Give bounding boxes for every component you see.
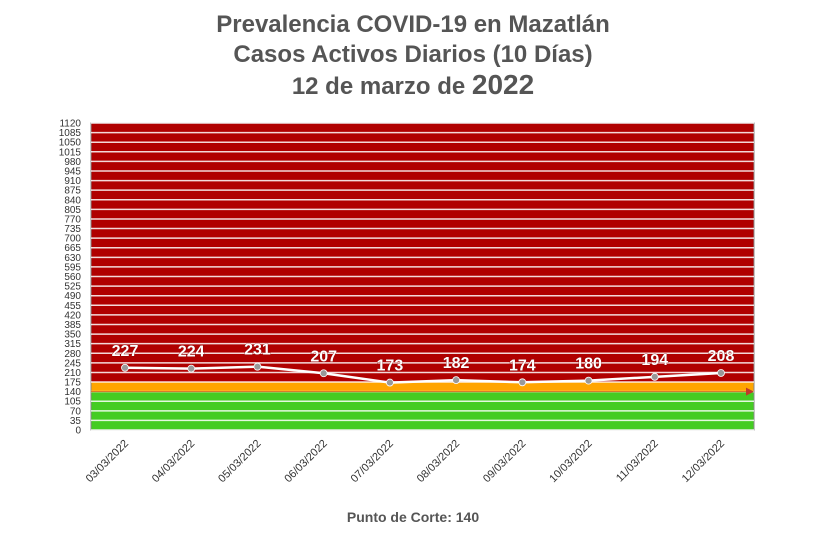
x-tick-label: 09/03/2022 [481, 438, 528, 485]
series-polyline [124, 365, 722, 384]
data-label: 224 [178, 344, 205, 361]
y-tick-label: 630 [64, 253, 81, 264]
chart-title: Prevalencia COVID-19 en Mazatlán Casos A… [0, 10, 826, 102]
y-tick-label: 490 [64, 291, 81, 302]
series-line [121, 362, 725, 387]
x-tick-label: 11/03/2022 [614, 438, 661, 485]
x-tick-label: 05/03/2022 [216, 438, 263, 485]
y-tick-label: 280 [64, 349, 81, 360]
cutoff-label: Punto de Corte: [346, 509, 452, 525]
y-tick-label: 420 [64, 310, 81, 321]
title-date: 12 de marzo de [291, 73, 466, 100]
cutoff-value: 140 [455, 509, 480, 525]
data-point [650, 372, 659, 381]
x-tick-label: 03/03/2022 [84, 438, 131, 485]
y-tick-label: 595 [64, 262, 81, 273]
title-line-2: Casos Activos Diarios (10 Días) [233, 41, 593, 68]
y-tick-label: 245 [64, 358, 81, 369]
data-point [319, 369, 328, 378]
data-label: 173 [377, 358, 404, 375]
y-tick-label: 700 [64, 234, 81, 245]
data-point [385, 378, 394, 387]
y-tick-label: 455 [64, 301, 81, 312]
x-tick-label: 04/03/2022 [150, 438, 197, 485]
y-tick-label: 805 [64, 205, 81, 216]
title-year: 2022 [471, 69, 535, 100]
y-tick-label: 35 [70, 416, 82, 427]
x-tick-label: 08/03/2022 [415, 438, 462, 485]
title-line-1: Prevalencia COVID-19 en Mazatlán [216, 11, 610, 38]
x-tick-label: 07/03/2022 [349, 438, 396, 485]
data-point [253, 362, 262, 371]
data-point [121, 363, 129, 372]
red-zone-band [91, 123, 754, 383]
title-line-3: 12 de marzo de 2022 [0, 70, 826, 102]
threshold-marker [91, 387, 754, 396]
y-tick-label: 840 [64, 195, 81, 206]
y-tick-label: 525 [64, 282, 81, 293]
data-point [518, 378, 527, 387]
x-tick-label: 12/03/2022 [680, 438, 727, 485]
data-point [584, 376, 593, 385]
data-label: 227 [112, 343, 139, 360]
y-tick-label: 385 [64, 320, 81, 331]
x-tick-label: 06/03/2022 [282, 438, 329, 485]
y-tick-label: 70 [70, 406, 82, 417]
y-tick-label: 770 [64, 214, 81, 225]
y-tick-label: 910 [64, 176, 81, 187]
y-tick-label: 665 [64, 243, 81, 254]
data-label: 180 [575, 356, 602, 373]
data-point [717, 369, 725, 377]
data-label: 194 [641, 352, 668, 369]
y-tick-label: 315 [64, 339, 81, 350]
y-tick-label: 735 [64, 224, 81, 235]
y-tick-label: 980 [64, 157, 81, 168]
y-tick-label: 0 [75, 426, 81, 437]
data-point [452, 376, 461, 385]
data-point [187, 364, 196, 373]
y-tick-label: 1120 [59, 119, 81, 130]
data-label: 174 [509, 357, 536, 374]
y-tick-label: 560 [64, 272, 81, 283]
x-tick-label: 10/03/2022 [547, 438, 594, 485]
data-label: 182 [443, 355, 470, 372]
y-tick-label: 945 [64, 166, 81, 177]
data-label: 231 [244, 342, 271, 359]
y-tick-label: 1085 [59, 128, 82, 139]
y-tick-label: 105 [64, 397, 81, 408]
cutoff-note: Punto de Corte: 140 [0, 509, 826, 525]
y-tick-label: 210 [64, 368, 81, 379]
y-tick-label: 140 [64, 387, 81, 398]
y-tick-label: 1015 [59, 147, 82, 158]
y-axis-ticks: 0357010514017521024528031535038542045549… [59, 119, 82, 437]
data-label: 207 [310, 348, 337, 365]
y-tick-label: 350 [64, 330, 81, 341]
y-tick-label: 175 [64, 378, 81, 389]
data-labels: 227 224 231 207 173 182 174 180 194 208 [111, 341, 735, 375]
data-label: 208 [708, 348, 735, 365]
threshold-arrow [746, 387, 754, 396]
orange-zone-band [91, 382, 754, 392]
y-tick-label: 1050 [59, 138, 82, 149]
x-axis-ticks: 03/03/2022 04/03/2022 05/03/2022 06/03/2022… [84, 438, 727, 485]
y-tick-label: 875 [64, 186, 81, 197]
